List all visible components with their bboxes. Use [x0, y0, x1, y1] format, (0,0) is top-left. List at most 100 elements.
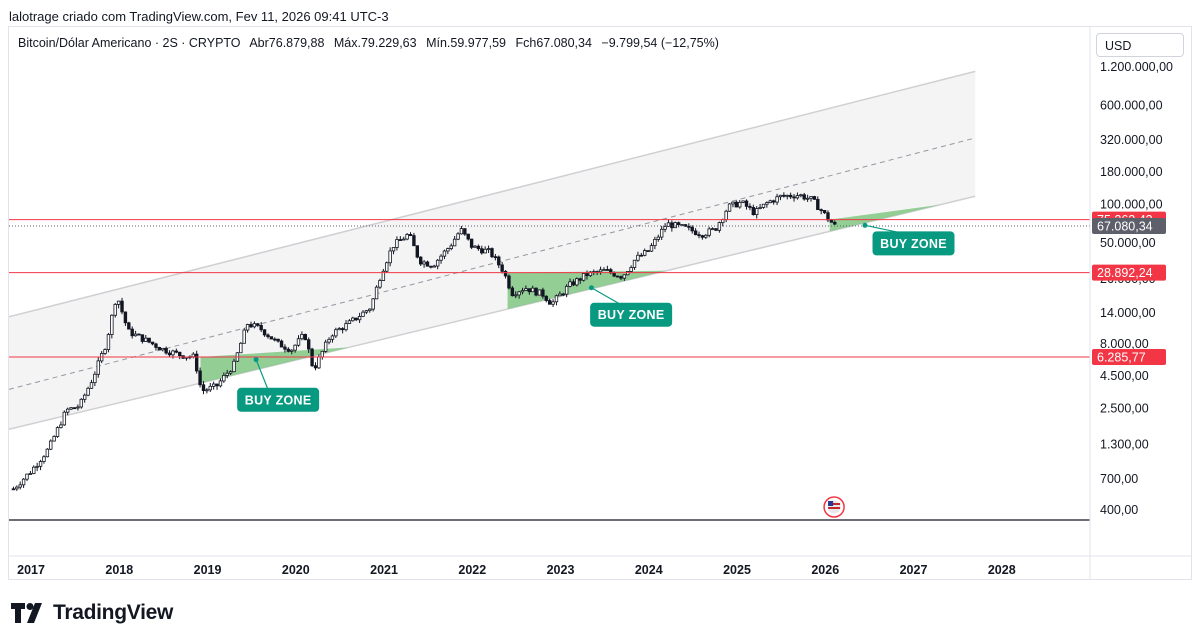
x-tick-label-8: 2025: [723, 563, 751, 577]
candle-body: [385, 262, 389, 272]
candle-body: [21, 478, 26, 486]
candle-body: [829, 219, 834, 223]
symbol-name[interactable]: Bitcoin/Dólar Americano · 2S · CRYPTO: [18, 36, 241, 50]
candle-body: [822, 210, 827, 214]
candle-body: [93, 373, 97, 384]
candle-body: [245, 324, 250, 331]
candle-body: [18, 484, 22, 488]
candle-body: [371, 298, 375, 310]
candle-body: [452, 238, 457, 247]
candle-body: [28, 473, 33, 475]
flag-icon-canton: [828, 501, 834, 506]
candle-body: [442, 250, 447, 257]
x-tick-label-5: 2022: [458, 563, 486, 577]
candle-body: [388, 250, 392, 264]
candle-body: [425, 261, 430, 267]
candle-body: [748, 205, 752, 208]
candle-body: [137, 333, 141, 336]
candle-body: [558, 293, 562, 297]
annotation-dot-2: [862, 222, 868, 228]
candle-body: [751, 207, 756, 216]
candle-body: [833, 221, 837, 225]
candle-body: [547, 300, 552, 305]
candle-body: [239, 342, 243, 354]
y-tick-label-13: 400,00: [1100, 503, 1138, 517]
candle-body: [154, 343, 158, 348]
candle-body: [273, 338, 277, 341]
candle-body: [133, 333, 138, 337]
candle-body: [395, 239, 399, 248]
candle-body: [802, 194, 806, 200]
candle-body: [659, 228, 664, 238]
candle-body: [497, 256, 501, 266]
candle-body: [456, 233, 460, 240]
x-tick-label-0: 2017: [17, 563, 45, 577]
channel-middle-line: [9, 137, 976, 390]
currency-button[interactable]: USD: [1096, 33, 1184, 57]
candle-body: [116, 300, 121, 305]
y-tick-label-5: 50.000,00: [1100, 236, 1156, 250]
candle-body: [690, 226, 694, 232]
candle-body: [320, 350, 324, 358]
candle-body: [374, 286, 379, 300]
candle-body: [731, 201, 735, 205]
candle-body: [795, 195, 800, 199]
candle-body: [676, 222, 681, 226]
annotation-label-0: BUY ZONE: [245, 393, 312, 407]
tradingview-logo-icon: [11, 603, 42, 623]
candle-body: [605, 269, 610, 271]
candle-body: [327, 338, 331, 343]
candle-body: [334, 329, 338, 337]
candle-body: [619, 276, 623, 279]
candle-body: [755, 208, 759, 216]
candle-body: [602, 269, 606, 271]
candle-body: [500, 264, 504, 272]
close-value: Fch67.080,34: [515, 36, 592, 50]
tradingview-brand: TradingView: [11, 601, 173, 625]
candle-body: [242, 329, 246, 344]
candle-body: [89, 382, 94, 389]
candle-body: [792, 196, 796, 199]
candle-body: [259, 325, 263, 331]
candle-body: [106, 334, 111, 350]
candle-body: [704, 234, 708, 238]
candle-body: [364, 310, 369, 313]
candle-body: [402, 238, 406, 241]
candle-body: [323, 341, 328, 352]
candle-body: [164, 347, 168, 354]
candle-body: [198, 370, 202, 386]
brand-name: TradingView: [53, 601, 174, 624]
candle-body: [799, 194, 803, 197]
candle-body: [62, 411, 67, 426]
low-value: Mín.59.977,59: [426, 36, 506, 50]
y-tick-label-11: 1.300,00: [1100, 438, 1149, 452]
candle-body: [771, 200, 776, 203]
candle-body: [405, 234, 409, 240]
candle-body: [381, 270, 386, 281]
candle-body: [490, 248, 494, 258]
y-tick-label-8: 8.000,00: [1100, 337, 1149, 351]
annotation-box-0: [237, 387, 320, 412]
candle-body: [446, 248, 450, 252]
candle-body: [632, 259, 637, 268]
candle-body: [252, 323, 257, 328]
candle-body: [581, 273, 586, 281]
candle-body: [714, 228, 718, 231]
x-tick-label-3: 2020: [282, 563, 310, 577]
candle-body: [520, 290, 525, 293]
candle-body: [612, 272, 616, 277]
candle-body: [147, 337, 151, 343]
x-tick-label-11: 2028: [988, 563, 1016, 577]
candle-body: [524, 288, 528, 291]
candle-body: [32, 466, 36, 474]
candle-body: [537, 289, 542, 296]
candle-body: [700, 235, 705, 238]
candle-body: [140, 334, 145, 342]
candle-body: [778, 194, 783, 198]
candle-body: [503, 270, 508, 277]
candle-body: [707, 228, 711, 236]
candle-body: [653, 239, 657, 246]
candle-body: [527, 288, 532, 293]
candle-body: [306, 339, 311, 350]
